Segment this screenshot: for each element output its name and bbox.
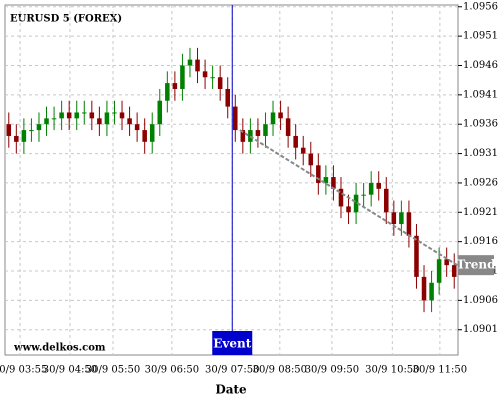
candle-body: [112, 112, 117, 114]
candle-body: [127, 118, 132, 125]
candle-body: [421, 276, 427, 301]
candle-body: [361, 194, 366, 196]
x-tick-label: 30/9 11:50: [413, 365, 467, 376]
candle-body: [165, 83, 170, 101]
candle-body: [384, 188, 389, 213]
y-tick-label: 1.0901: [463, 324, 498, 335]
candle-body: [436, 259, 442, 283]
x-tick-label: 30/9 03:55: [0, 365, 47, 376]
candle-body: [316, 165, 321, 183]
y-tick-label: 1.0931: [463, 148, 498, 159]
candle-body: [149, 124, 155, 142]
event-label: Event: [213, 337, 251, 351]
chart-title: EURUSD 5 (FOREX): [10, 14, 122, 25]
candle-body: [29, 130, 34, 132]
watermark: www.delkos.com: [13, 343, 106, 354]
candle-body: [255, 130, 261, 136]
candle-body: [270, 112, 276, 125]
trend-line: [239, 129, 458, 267]
candle-body: [202, 71, 208, 78]
candle-body: [195, 59, 200, 72]
candle-body: [399, 212, 404, 225]
candle-body: [368, 182, 374, 195]
candle-body: [429, 282, 434, 301]
event-label-box: [212, 331, 253, 355]
candle-body: [21, 130, 27, 142]
candle-body: [285, 118, 291, 136]
trend-label: Trend: [456, 258, 496, 272]
candle-body: [180, 65, 185, 89]
candle-body: [225, 88, 230, 107]
candle-body: [142, 130, 147, 142]
y-tick-label: 1.0916: [463, 236, 498, 247]
x-tick-label: 30/9 08:50: [253, 365, 307, 376]
x-tick-label: 30/9 06:50: [145, 365, 199, 376]
candle-body: [89, 112, 95, 119]
y-tick-label: 1.0956: [463, 1, 498, 12]
candle-body: [391, 212, 397, 225]
candle-body: [82, 112, 87, 114]
candle-body: [74, 112, 79, 119]
candle-body: [338, 188, 344, 207]
candle-body: [210, 77, 215, 79]
plot-frame: [4, 4, 459, 356]
candle-body: [376, 182, 381, 189]
candle-body: [66, 112, 72, 119]
candle-body: [187, 59, 193, 66]
candle-body: [157, 100, 163, 125]
candle-body: [36, 124, 42, 131]
candle-body: [293, 135, 298, 148]
candle-body: [263, 124, 268, 136]
candle-body: [331, 177, 336, 189]
candle-body: [308, 153, 314, 166]
candle-body: [346, 206, 351, 213]
candle-body: [414, 235, 419, 277]
candle-body: [300, 147, 306, 154]
candle-body: [217, 77, 223, 89]
candle-body: [14, 135, 19, 142]
candle-body: [59, 112, 64, 119]
y-tick-label: 1.0906: [463, 295, 498, 306]
candle-body: [97, 118, 102, 125]
candle-body: [6, 124, 12, 136]
candle-body: [278, 112, 283, 119]
x-tick-label: 30/9 07:50: [205, 365, 259, 376]
trend-label-box: [458, 255, 494, 276]
candle-body: [240, 130, 246, 142]
y-tick-label: 1.0946: [463, 60, 498, 71]
x-tick-label: 30/9 04:50: [43, 365, 97, 376]
candle-body: [119, 112, 125, 119]
y-tick-label: 1.0926: [463, 177, 498, 188]
x-tick-label: 30/9 05:50: [86, 365, 140, 376]
candle-body: [51, 118, 57, 120]
y-tick-label: 1.0921: [463, 207, 498, 218]
candle-body: [444, 259, 449, 266]
y-tick-label: 1.0936: [463, 119, 498, 130]
y-tick-label: 1.0951: [463, 31, 498, 42]
candle-body: [134, 124, 140, 131]
x-axis-label: Date: [215, 383, 247, 397]
candle-body: [44, 118, 49, 125]
candle-body: [406, 212, 412, 236]
candle-body: [233, 106, 238, 131]
candle-body: [172, 83, 178, 89]
y-tick-label: 1.0941: [463, 89, 498, 100]
candle-body: [451, 265, 457, 277]
x-tick-label: 30/9 09:50: [305, 365, 359, 376]
candle-body: [353, 194, 359, 213]
x-tick-label: 30/9 10:50: [365, 365, 419, 376]
candle-body: [323, 177, 329, 183]
candle-body: [104, 112, 110, 125]
